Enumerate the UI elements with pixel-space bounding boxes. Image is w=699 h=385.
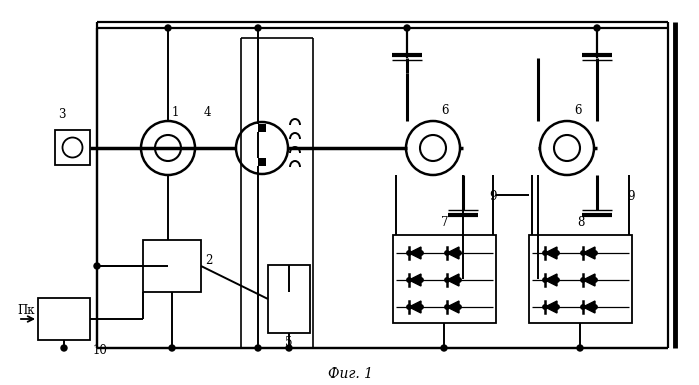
Circle shape <box>419 251 423 255</box>
Circle shape <box>555 278 559 282</box>
Text: 3: 3 <box>58 109 66 122</box>
Circle shape <box>593 278 597 282</box>
Circle shape <box>404 25 410 31</box>
Text: 6: 6 <box>575 104 582 117</box>
Polygon shape <box>545 274 557 286</box>
Circle shape <box>594 25 600 31</box>
Circle shape <box>165 25 171 31</box>
Text: 10: 10 <box>92 343 108 357</box>
Circle shape <box>581 305 585 309</box>
Circle shape <box>445 251 449 255</box>
Circle shape <box>407 251 411 255</box>
Circle shape <box>445 278 449 282</box>
Circle shape <box>286 345 292 351</box>
Text: 5: 5 <box>285 336 293 350</box>
Polygon shape <box>447 247 459 259</box>
Circle shape <box>543 278 547 282</box>
Circle shape <box>581 251 585 255</box>
Circle shape <box>61 345 67 351</box>
Bar <box>55 130 90 165</box>
Bar <box>143 240 201 292</box>
Circle shape <box>94 263 100 269</box>
Text: 9: 9 <box>627 189 635 203</box>
Bar <box>258 158 266 166</box>
Text: 2: 2 <box>206 254 212 268</box>
Circle shape <box>419 305 423 309</box>
Circle shape <box>555 305 559 309</box>
Circle shape <box>255 345 261 351</box>
Circle shape <box>593 251 597 255</box>
Bar <box>268 265 310 333</box>
Polygon shape <box>409 274 421 286</box>
Text: 7: 7 <box>441 216 448 229</box>
Polygon shape <box>583 247 595 259</box>
Circle shape <box>441 345 447 351</box>
Circle shape <box>593 305 597 309</box>
Circle shape <box>457 305 461 309</box>
Text: 9: 9 <box>489 189 497 203</box>
Polygon shape <box>545 247 557 259</box>
Text: Пк: Пк <box>17 305 35 318</box>
Bar <box>393 235 496 323</box>
Bar <box>38 298 90 340</box>
Circle shape <box>457 278 461 282</box>
Polygon shape <box>545 301 557 313</box>
Circle shape <box>457 251 461 255</box>
Circle shape <box>407 278 411 282</box>
Polygon shape <box>409 301 421 313</box>
Bar <box>258 124 266 132</box>
Polygon shape <box>583 274 595 286</box>
Polygon shape <box>447 301 459 313</box>
Circle shape <box>169 345 175 351</box>
Circle shape <box>445 305 449 309</box>
Circle shape <box>581 278 585 282</box>
Text: Фиг. 1: Фиг. 1 <box>328 367 373 381</box>
Polygon shape <box>583 301 595 313</box>
Circle shape <box>255 25 261 31</box>
Polygon shape <box>447 274 459 286</box>
Text: 6: 6 <box>441 104 449 117</box>
Text: 1: 1 <box>171 105 179 119</box>
Circle shape <box>543 251 547 255</box>
Circle shape <box>555 251 559 255</box>
Text: 8: 8 <box>577 216 584 229</box>
Circle shape <box>543 305 547 309</box>
Text: 4: 4 <box>203 105 211 119</box>
Circle shape <box>419 278 423 282</box>
Circle shape <box>577 345 583 351</box>
Polygon shape <box>409 247 421 259</box>
Circle shape <box>407 305 411 309</box>
Bar <box>529 235 632 323</box>
